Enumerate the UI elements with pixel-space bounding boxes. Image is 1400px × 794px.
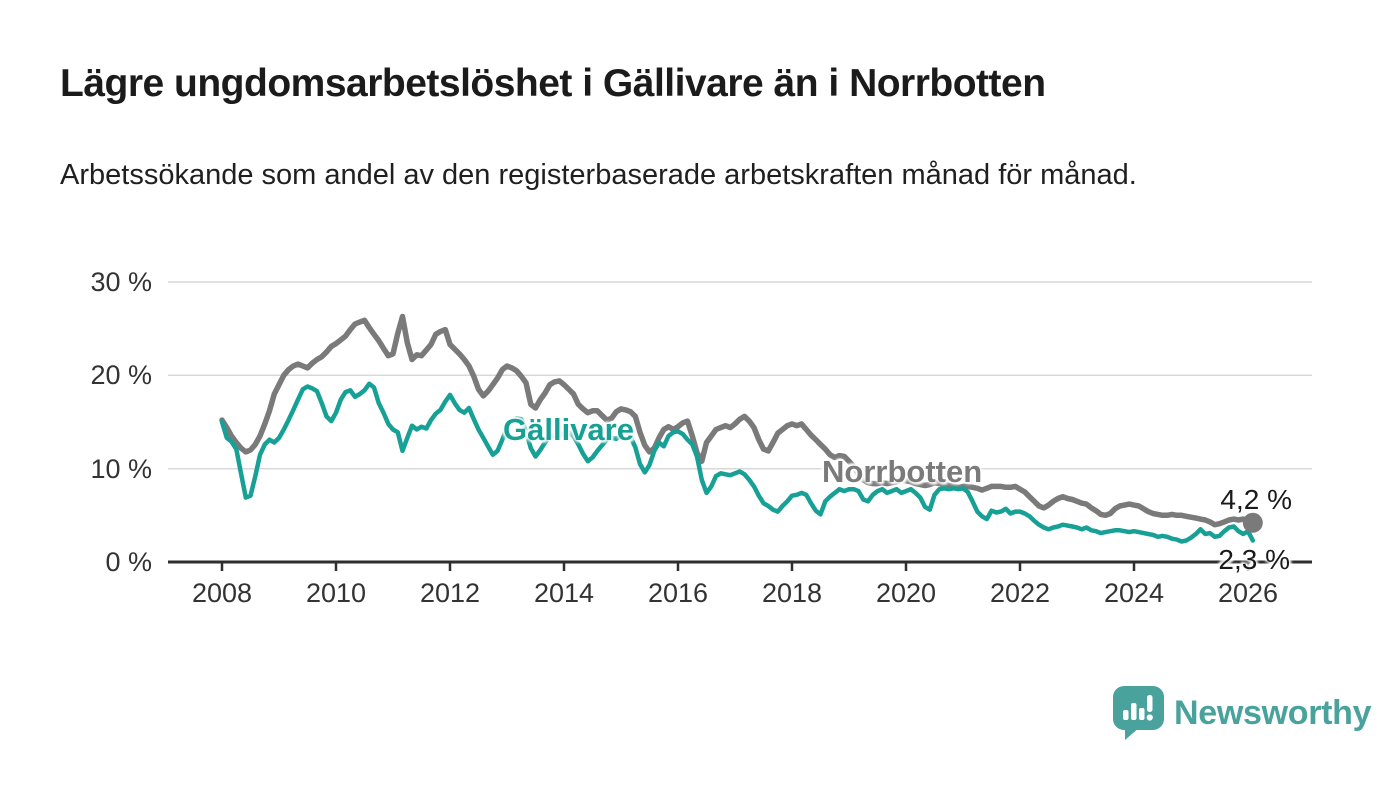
y-tick-label: 10 % xyxy=(90,453,152,484)
newsworthy-logo-icon xyxy=(1113,686,1164,740)
newsworthy-branding: Newsworthy xyxy=(1113,686,1372,740)
norrbotten-end-dot xyxy=(1242,512,1263,533)
x-tick-label: 2018 xyxy=(761,578,823,608)
x-tick-label: 2010 xyxy=(305,578,367,608)
x-tick-label: 2012 xyxy=(419,578,481,608)
gallivare-series-label: Gällivare xyxy=(503,412,634,447)
x-tick-label: 2016 xyxy=(647,578,709,608)
y-tick-label: 20 % xyxy=(90,360,152,391)
x-tick-label: 2026 xyxy=(1217,578,1279,608)
x-tick-label: 2008 xyxy=(191,578,253,608)
newsworthy-wordmark: Newsworthy xyxy=(1174,693,1372,732)
y-tick-label: 30 % xyxy=(90,267,152,297)
norrbotten-end-value-label: 4,2 % xyxy=(1220,484,1292,515)
x-tick-label: 2020 xyxy=(875,578,937,608)
chart-subtitle: Arbetssökande som andel av den registerb… xyxy=(60,159,1137,191)
gallivare-line xyxy=(219,381,1256,544)
x-tick-label: 2022 xyxy=(989,578,1051,608)
gallivare-end-value-label: 2,3 % xyxy=(1218,544,1290,575)
x-tick-label: 2014 xyxy=(533,578,595,608)
x-axis-ticks xyxy=(220,562,1250,571)
page-title: Lägre ungdomsarbetslöshet i Gällivare än… xyxy=(60,62,1046,105)
norrbotten-series-label: Norrbotten xyxy=(822,454,983,489)
y-tick-label: 0 % xyxy=(105,547,152,577)
logo-bars xyxy=(1123,695,1153,721)
norrbotten-line xyxy=(219,313,1256,528)
x-tick-label: 2024 xyxy=(1103,578,1165,608)
gridlines xyxy=(168,281,1312,470)
